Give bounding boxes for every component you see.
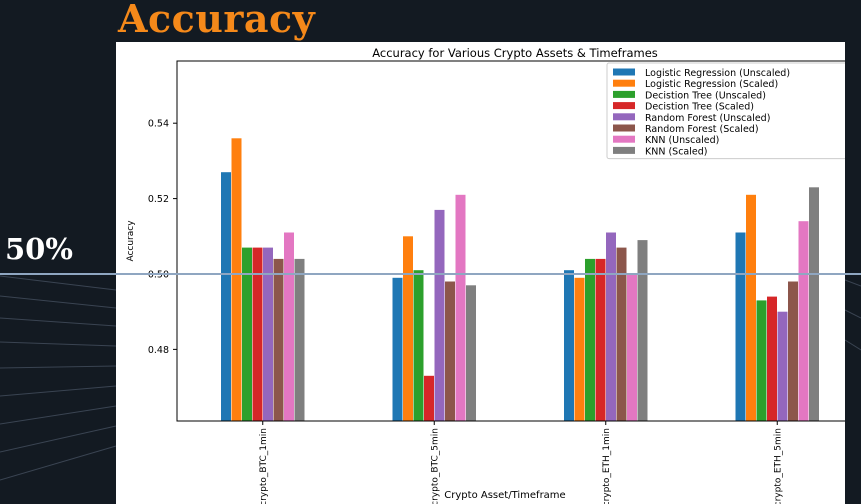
bar [746, 194, 756, 421]
bar [466, 285, 476, 421]
bar [627, 274, 637, 421]
legend-box [606, 62, 845, 160]
x-tick-label: crypto_BTC_5min [430, 428, 440, 504]
y-tick-label: 0.52 [148, 194, 169, 205]
bar [392, 277, 403, 421]
bar [263, 247, 273, 421]
bar [616, 247, 627, 421]
legend-label: KNN (Scaled) [645, 146, 707, 157]
bar [585, 258, 595, 421]
fifty-percent-reference-line [0, 273, 861, 275]
bar [735, 232, 746, 421]
chart-legend: Logistic Regression (Unscaled)Logistic R… [606, 62, 845, 160]
x-tick-label: crypto_BTC_1min [259, 428, 269, 504]
bar [424, 375, 434, 421]
x-tick-label: crypto_ETH_5min [773, 428, 783, 504]
bar [595, 258, 606, 421]
plot-frame [176, 60, 845, 422]
bar [606, 232, 616, 421]
bar [788, 281, 798, 421]
legend-label: Random Forest (Unscaled) [645, 113, 770, 124]
bar [413, 270, 424, 421]
x-axis-label: Crypto Asset/Timeframe [444, 490, 565, 501]
y-tick-label: 0.48 [148, 345, 169, 356]
bar [798, 221, 809, 421]
bar [756, 300, 767, 421]
bar [273, 258, 284, 421]
bar [434, 209, 445, 421]
legend-swatch [613, 90, 635, 98]
bar [809, 187, 819, 421]
bar [445, 281, 455, 421]
bar [403, 236, 413, 421]
legend-swatch [613, 146, 635, 154]
bar [564, 270, 574, 421]
bar [242, 247, 252, 421]
slide-title: Accuracy [118, 0, 316, 41]
legend-label: Random Forest (Scaled) [645, 124, 759, 135]
bar [284, 232, 294, 421]
bar-chart: Accuracy for Various Crypto Assets & Tim… [126, 46, 845, 504]
legend-swatch [613, 135, 635, 143]
y-tick-label: 0.54 [148, 119, 169, 130]
bar [455, 194, 466, 421]
legend-label: Logistic Regression (Unscaled) [645, 68, 790, 79]
legend-label: Logistic Regression (Scaled) [645, 79, 778, 90]
legend-swatch [613, 68, 635, 76]
bar [221, 172, 231, 421]
bar [231, 138, 242, 422]
legend-swatch [613, 102, 635, 110]
bar [767, 296, 777, 421]
legend-label: Decistion Tree (Scaled) [645, 102, 754, 113]
bar [294, 258, 305, 421]
fifty-percent-label: 50% [5, 232, 73, 266]
legend-label: KNN (Unscaled) [645, 135, 719, 146]
bar [574, 277, 585, 421]
y-axis-label: Accuracy [126, 220, 136, 262]
bar [637, 240, 648, 421]
legend-swatch [613, 124, 635, 132]
legend-label: Decistion Tree (Unscaled) [645, 90, 766, 101]
bar [252, 247, 263, 421]
legend-swatch [613, 113, 635, 121]
x-tick-label: crypto_ETH_1min [602, 428, 612, 504]
legend-swatch [613, 79, 635, 87]
chart-title: Accuracy for Various Crypto Assets & Tim… [372, 46, 658, 60]
bar [777, 311, 788, 421]
